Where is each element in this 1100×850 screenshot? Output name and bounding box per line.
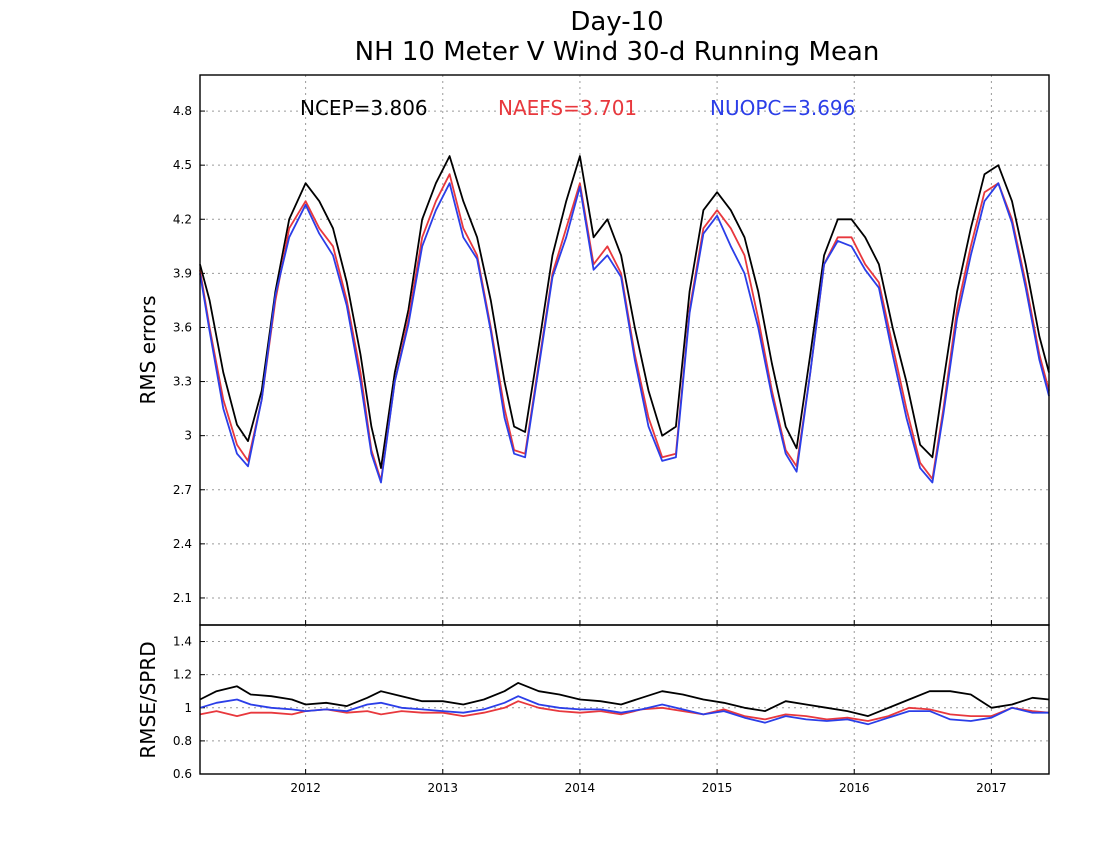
chart-subtitle: NH 10 Meter V Wind 30-d Running Mean [355, 37, 880, 67]
series-line-ncep [199, 155, 1050, 469]
bottom-panel-frame [199, 624, 1050, 775]
bottom-panel-grid [200, 625, 1049, 775]
y-tick-label: 0.8 [173, 734, 192, 748]
stat-nuopc: NUOPC=3.696 [710, 96, 855, 120]
x-tick-label: 2012 [290, 781, 321, 795]
chart-title: Day-10 [570, 7, 663, 37]
y-tick-label: 3 [184, 429, 192, 443]
y-tick-label: 3.6 [173, 320, 192, 334]
series-line-ncep [199, 682, 1050, 717]
stat-naefs: NAEFS=3.701 [498, 96, 637, 120]
y-tick-label: 1 [184, 701, 192, 715]
y-tick-label: 1.4 [173, 635, 192, 649]
top-panel-series [199, 155, 1050, 484]
series-line-naefs [199, 173, 1050, 482]
y-tick-label: 2.1 [173, 591, 192, 605]
x-axis-ticks: 2012 2013 2014 2015 2016 2017 [290, 781, 1006, 795]
y-tick-label: 4.2 [173, 212, 192, 226]
y-tick-label: 4.5 [173, 158, 192, 172]
top-y-axis-label: RMS errors [136, 295, 160, 404]
y-tick-label: 2.4 [173, 537, 192, 551]
x-tick-label: 2015 [702, 781, 733, 795]
y-tick-label: 2.7 [173, 483, 192, 497]
bottom-panel-y-ticks: 0.6 0.8 1 1.2 1.4 [173, 635, 205, 781]
bottom-panel-series [199, 682, 1050, 726]
y-tick-label: 4.8 [173, 104, 192, 118]
stat-ncep: NCEP=3.806 [300, 96, 428, 120]
series-line-nuopc [199, 695, 1049, 726]
top-panel-frame [199, 74, 1050, 626]
bottom-y-axis-label: RMSE/SPRD [136, 641, 160, 758]
top-panel-grid [200, 75, 1049, 625]
y-tick-label: 1.2 [173, 668, 192, 682]
x-tick-label: 2016 [839, 781, 870, 795]
y-tick-label: 0.6 [173, 767, 192, 781]
y-tick-label: 3.9 [173, 266, 192, 280]
y-tick-label: 3.3 [173, 375, 192, 389]
x-tick-label: 2017 [976, 781, 1007, 795]
series-line-nuopc [199, 182, 1050, 484]
x-tick-label: 2014 [565, 781, 596, 795]
stats-legend: NCEP=3.806 NAEFS=3.701 NUOPC=3.696 [300, 96, 855, 120]
x-tick-label: 2013 [427, 781, 458, 795]
